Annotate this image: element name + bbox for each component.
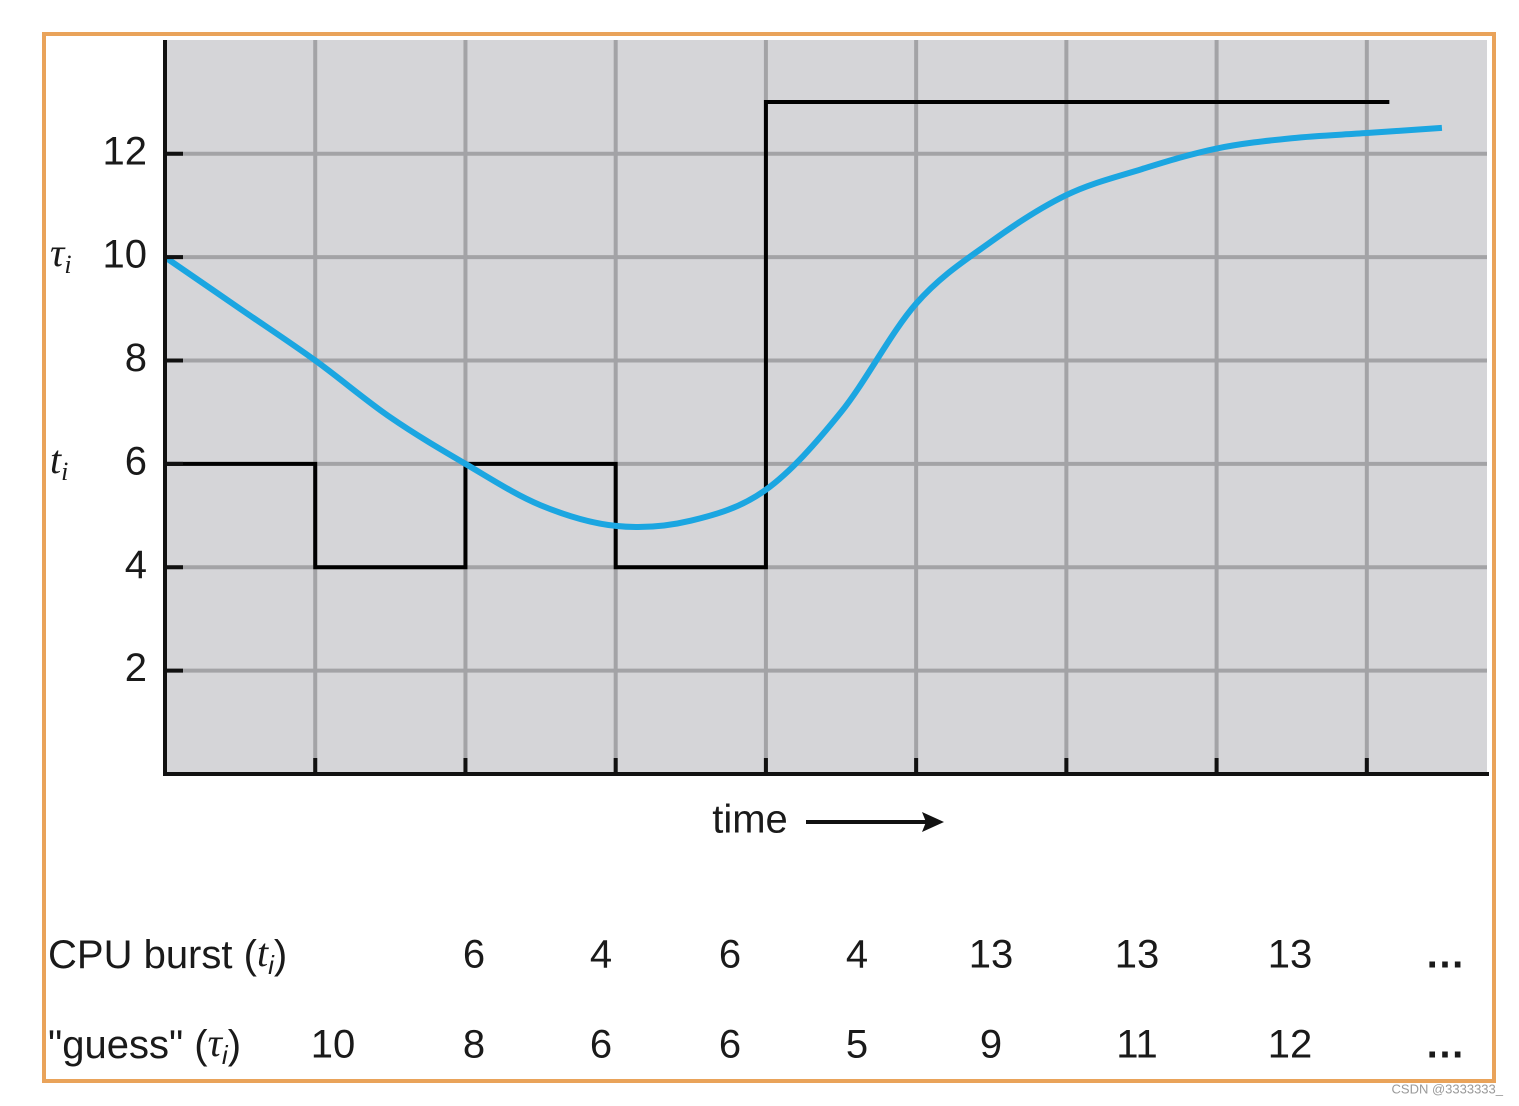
table-cell: 4 <box>590 933 612 977</box>
guess-curve <box>163 124 1443 531</box>
y-tick-label: 8 <box>125 336 147 380</box>
table-cell: 4 <box>846 933 868 977</box>
table-cell: 13 <box>1115 933 1160 977</box>
time-arrowhead <box>922 812 944 832</box>
table-cell: 13 <box>1268 933 1313 977</box>
y-tick-label: 12 <box>103 129 148 173</box>
annotation-subscript: i <box>64 250 71 279</box>
table-cell: 6 <box>463 933 485 977</box>
annotation-symbol: τ <box>50 230 66 275</box>
annotation-symbol: t <box>50 437 62 482</box>
table-cell: … <box>1425 933 1469 977</box>
table-cell: 9 <box>980 1023 1002 1067</box>
row-label-text: "guess" ( <box>48 1023 208 1067</box>
watermark: CSDN @3333333_ <box>1392 1081 1504 1096</box>
row-label-text: ) <box>228 1023 241 1067</box>
row-label-subscript: i <box>222 1040 229 1070</box>
row-label: CPU burst (ti) <box>48 930 287 980</box>
table-cell: 5 <box>846 1023 868 1067</box>
annotation-subscript: i <box>61 457 68 486</box>
burst-step-line <box>165 100 1390 570</box>
table-cell: 13 <box>969 933 1014 977</box>
row-label-subscript: i <box>268 950 275 980</box>
table-cell: 11 <box>1116 1023 1158 1067</box>
table-cell: 6 <box>719 933 741 977</box>
row-label-symbol: t <box>257 930 269 975</box>
row-label: "guess" (τi) <box>48 1020 241 1070</box>
y-tick-label: 6 <box>125 439 147 483</box>
y-tick-label: 4 <box>125 543 147 587</box>
table-cell: 10 <box>311 1023 356 1067</box>
table-cell: 6 <box>719 1023 741 1067</box>
table-cell: … <box>1425 1023 1469 1067</box>
table-cell: 8 <box>463 1023 485 1067</box>
x-axis-label: time <box>712 798 788 842</box>
marks <box>163 100 1443 570</box>
table: CPU burst (ti) 6 4 6 4 13 13 13 …"guess" (τi) 10 8… <box>48 930 1469 1070</box>
plot-area <box>165 40 1487 774</box>
y-annotation: τi <box>50 230 72 279</box>
y-annotation: ti <box>50 437 68 486</box>
table-cell: 12 <box>1268 1023 1313 1067</box>
row-label-text: ) <box>274 933 287 977</box>
y-tick-label: 10 <box>103 233 148 277</box>
table-cell: 6 <box>590 1023 612 1067</box>
row-label-symbol: τ <box>208 1020 224 1065</box>
row-label-text: CPU burst ( <box>48 933 258 977</box>
y-tick-label: 2 <box>125 646 147 690</box>
